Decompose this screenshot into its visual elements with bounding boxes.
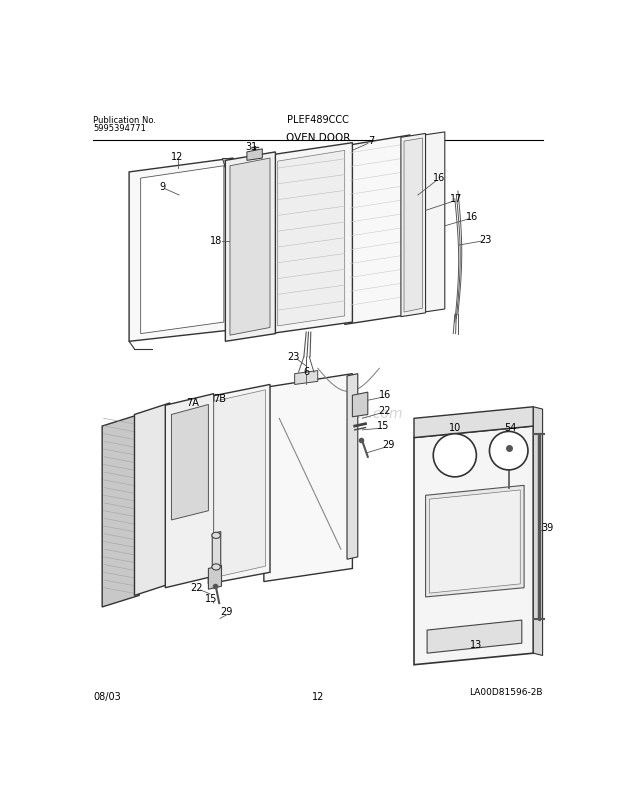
Polygon shape: [347, 373, 358, 559]
Text: 08/03: 08/03: [93, 691, 121, 702]
Polygon shape: [166, 394, 214, 588]
Polygon shape: [425, 486, 524, 597]
Polygon shape: [208, 566, 221, 589]
Polygon shape: [172, 404, 208, 520]
Polygon shape: [212, 532, 221, 571]
Text: 18: 18: [210, 237, 222, 246]
Polygon shape: [533, 407, 542, 656]
Text: LA00D81596-2B: LA00D81596-2B: [469, 688, 542, 697]
Polygon shape: [230, 158, 270, 335]
Text: 5995394771: 5995394771: [93, 124, 146, 133]
Polygon shape: [427, 620, 522, 653]
Text: 17: 17: [450, 194, 463, 204]
Text: eReplacementParts.com: eReplacementParts.com: [233, 407, 402, 422]
Text: 16: 16: [466, 211, 478, 221]
Text: 7: 7: [368, 136, 374, 146]
Polygon shape: [264, 373, 352, 581]
Circle shape: [433, 433, 476, 477]
Polygon shape: [208, 384, 270, 584]
Ellipse shape: [212, 532, 220, 539]
Text: 7B: 7B: [213, 394, 226, 404]
Polygon shape: [345, 135, 410, 324]
Text: 31: 31: [246, 142, 258, 152]
Ellipse shape: [212, 564, 220, 570]
Text: 15: 15: [205, 594, 218, 604]
Text: 39: 39: [541, 523, 553, 532]
Text: 16: 16: [379, 390, 391, 400]
Polygon shape: [401, 134, 425, 316]
Text: 29: 29: [383, 441, 395, 450]
Text: 7A: 7A: [187, 398, 200, 408]
Text: 12: 12: [171, 152, 184, 161]
Polygon shape: [270, 142, 352, 334]
Text: 16: 16: [433, 173, 446, 183]
Polygon shape: [129, 158, 233, 342]
Text: OVEN DOOR: OVEN DOOR: [286, 134, 350, 143]
Polygon shape: [278, 150, 345, 326]
Text: 54: 54: [504, 422, 516, 433]
Text: 6: 6: [303, 367, 309, 377]
Polygon shape: [414, 407, 533, 437]
Text: 23: 23: [479, 235, 492, 244]
Text: 12: 12: [312, 691, 324, 702]
Text: 22: 22: [378, 406, 391, 415]
Polygon shape: [221, 158, 233, 168]
Polygon shape: [214, 390, 265, 577]
Text: Publication No.: Publication No.: [93, 116, 156, 126]
Circle shape: [489, 431, 528, 470]
Polygon shape: [102, 414, 139, 607]
Text: PLEF489CCC: PLEF489CCC: [287, 115, 348, 125]
Text: 15: 15: [377, 421, 389, 431]
Polygon shape: [352, 392, 368, 417]
Text: 10: 10: [449, 422, 461, 433]
Text: 29: 29: [221, 607, 233, 617]
Polygon shape: [430, 490, 520, 593]
Polygon shape: [225, 152, 275, 342]
Polygon shape: [404, 138, 422, 312]
Polygon shape: [414, 426, 533, 664]
Polygon shape: [424, 132, 445, 312]
Text: 9: 9: [159, 182, 166, 192]
Polygon shape: [294, 370, 317, 384]
Text: 13: 13: [469, 641, 482, 650]
Text: 23: 23: [287, 352, 299, 361]
Polygon shape: [247, 149, 262, 161]
Polygon shape: [135, 403, 170, 596]
Text: 22: 22: [190, 583, 203, 592]
Polygon shape: [141, 166, 224, 334]
